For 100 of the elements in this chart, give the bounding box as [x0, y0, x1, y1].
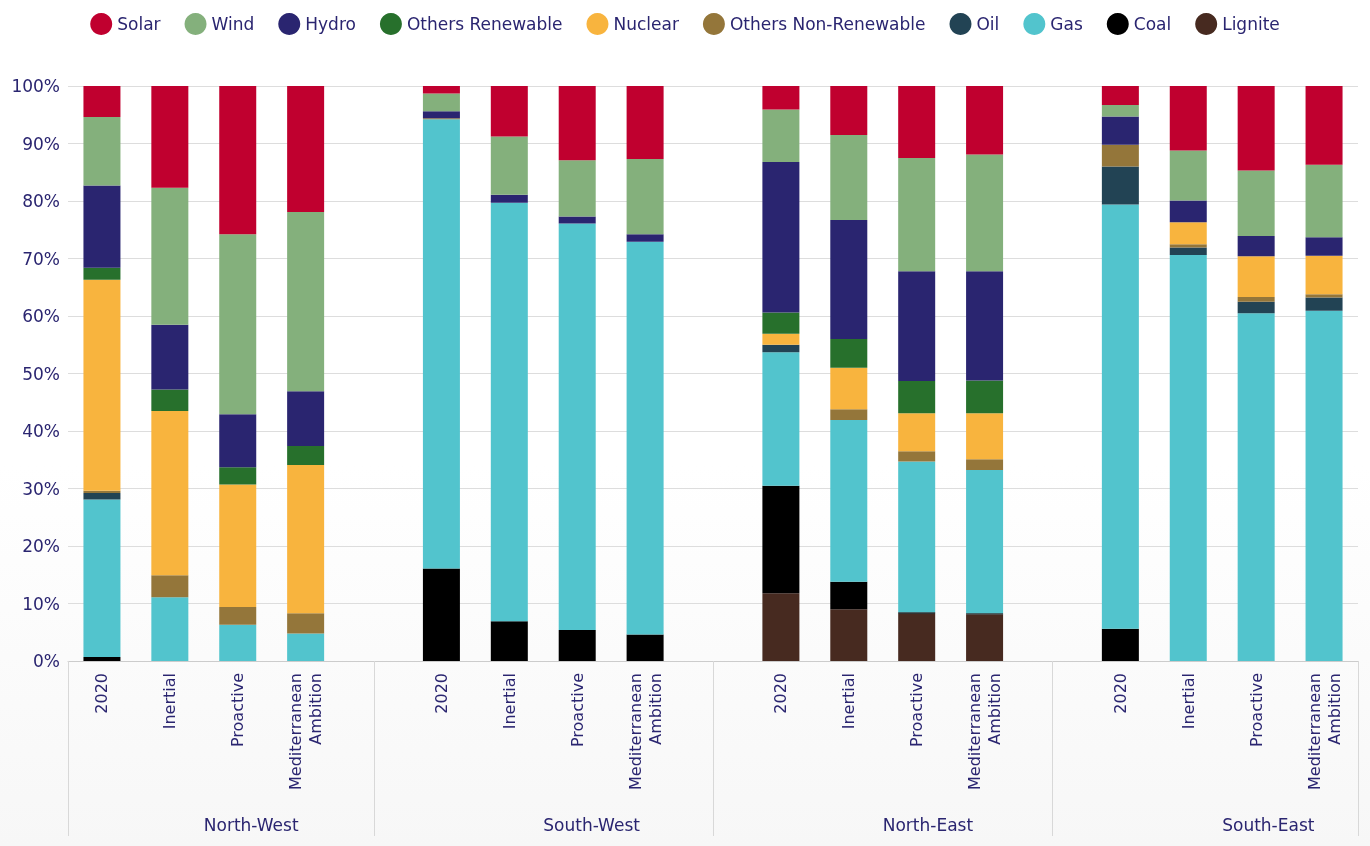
bar: [966, 614, 1004, 661]
bar: [558, 86, 596, 161]
bar: [1305, 86, 1343, 165]
bar: [898, 613, 936, 661]
bar: [1237, 313, 1275, 661]
bar: [1237, 86, 1275, 171]
bar: [422, 568, 460, 661]
bar: [1237, 301, 1275, 314]
bar: [762, 485, 800, 594]
bar: [1169, 244, 1207, 248]
text: North-West: [203, 814, 299, 835]
x-tick-label: 2020: [92, 673, 112, 714]
legend-label: Coal: [1133, 14, 1172, 34]
bar: [762, 344, 800, 353]
bar: [490, 194, 528, 203]
bar: [558, 160, 596, 217]
bar: [830, 86, 868, 135]
bar: [83, 493, 121, 500]
bar: [1305, 310, 1343, 661]
legend-label: Others Non-Renewable: [729, 14, 926, 34]
y-tick-label: 50%: [22, 363, 60, 384]
bar: [1305, 297, 1343, 311]
bar: [966, 154, 1004, 272]
legend-label: Lignite: [1222, 14, 1280, 34]
bar: [287, 391, 325, 446]
bar: [898, 461, 936, 613]
y-tick-label: 0%: [33, 651, 60, 671]
bar: [1169, 150, 1207, 201]
bar: [966, 380, 1004, 414]
bar: [219, 467, 257, 485]
bar: [626, 159, 664, 235]
legend-label: Nuclear: [613, 14, 679, 34]
bar: [151, 187, 189, 325]
bar: [1305, 164, 1343, 238]
x-tick-label: Mediterranean Ambition: [965, 673, 1005, 790]
bar: [898, 86, 936, 158]
y-tick-label: 100%: [11, 76, 60, 96]
bar: [490, 202, 528, 622]
x-tick-label: Mediterranean Ambition: [1304, 673, 1344, 790]
x-tick-label: Inertial: [839, 673, 859, 730]
bar: [830, 339, 868, 368]
bar: [762, 593, 800, 661]
bar: [219, 414, 257, 468]
bar: [83, 279, 121, 491]
x-tick-label: Mediterranean Ambition: [625, 673, 665, 790]
bar: [151, 575, 189, 598]
bar: [830, 134, 868, 220]
bar: [1169, 86, 1207, 151]
bar: [1237, 256, 1275, 298]
y-tick-label: 10%: [22, 593, 60, 614]
bar: [558, 223, 596, 630]
bar: [1101, 86, 1139, 105]
y-tick-label: 60%: [22, 306, 60, 326]
bar: [830, 219, 868, 339]
bar: [151, 410, 189, 576]
bar: [1101, 166, 1139, 205]
bar: [898, 451, 936, 462]
y-tick-label: 30%: [22, 478, 60, 499]
bar: [219, 234, 257, 415]
bar: [151, 389, 189, 411]
bar: [287, 464, 325, 614]
bar: [83, 499, 121, 657]
legend-label: Wind: [211, 14, 255, 34]
x-tick-label: 2020: [431, 673, 451, 714]
y-tick-label: 90%: [22, 133, 60, 154]
bar: [1169, 247, 1207, 256]
legend-label: Solar: [117, 14, 161, 34]
bar: [966, 470, 1004, 614]
bar: [898, 271, 936, 381]
x-tick-label: Proactive: [907, 673, 927, 748]
bar: [898, 413, 936, 452]
x-tick-label: Proactive: [567, 673, 587, 748]
bar: [83, 267, 121, 280]
bar: [830, 420, 868, 582]
bar: [287, 633, 325, 661]
legend-label: Hydro: [305, 14, 356, 34]
bar: [83, 86, 121, 118]
bar: [422, 86, 460, 94]
bar: [1305, 294, 1343, 298]
bar: [219, 484, 257, 607]
text: South-West: [543, 814, 641, 835]
bar: [422, 93, 460, 112]
x-tick-label: Inertial: [160, 673, 180, 730]
bar: [1237, 236, 1275, 257]
bar: [558, 629, 596, 661]
bar: [490, 136, 528, 195]
bar: [966, 271, 1004, 381]
text: South-East: [1222, 814, 1315, 835]
bar: [1305, 255, 1343, 295]
bar: [830, 581, 868, 610]
bar: [1169, 200, 1207, 223]
bar: [898, 157, 936, 272]
legend-label: Oil: [976, 14, 1000, 34]
bar: [1169, 222, 1207, 245]
x-tick-label: 2020: [1110, 673, 1130, 714]
bar: [762, 312, 800, 334]
bar: [422, 119, 460, 569]
bar: [966, 413, 1004, 460]
bar: [626, 86, 664, 160]
bar: [966, 86, 1004, 155]
